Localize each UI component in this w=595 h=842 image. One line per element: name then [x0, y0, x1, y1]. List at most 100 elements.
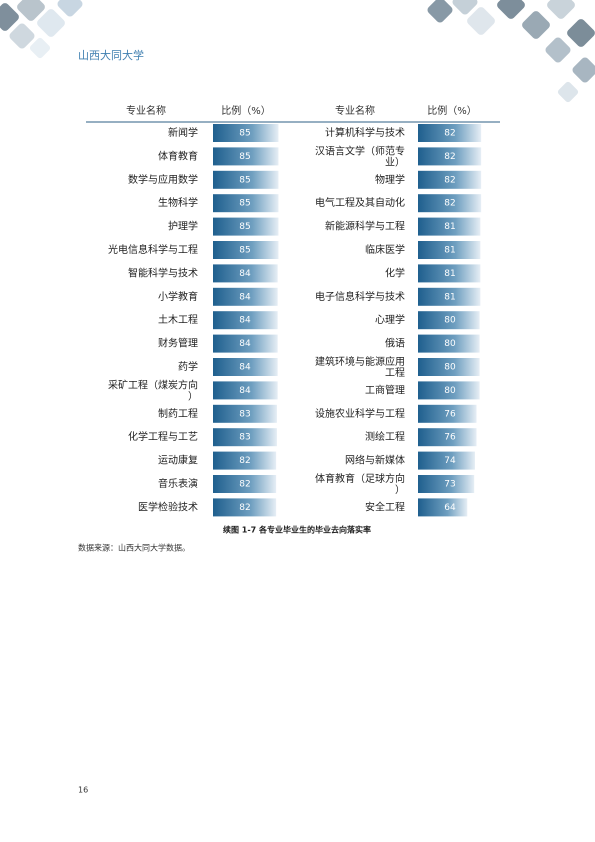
major-name: 光电信息科学与工程 [108, 243, 198, 256]
bar [213, 264, 278, 283]
major-name: 生物科学 [158, 196, 198, 209]
bar [213, 124, 279, 142]
page-number: 16 [78, 786, 88, 795]
bar-value: 84 [239, 292, 251, 302]
bar-value: 83 [239, 409, 250, 419]
bar-value: 85 [239, 152, 250, 162]
bar [213, 147, 279, 166]
bar [213, 451, 277, 470]
major-name: 护理学 [168, 220, 198, 233]
bar [418, 194, 482, 213]
major-name: 设施农业科学与工程 [315, 407, 405, 420]
bar [213, 428, 277, 447]
bar-value: 85 [239, 175, 250, 185]
major-name: 小学教育 [158, 290, 198, 303]
bar-value: 64 [444, 503, 456, 513]
bar [213, 170, 279, 189]
figure-caption: 续图 1-7 各专业毕业生的毕业去向落实率 [223, 525, 371, 535]
major-name: 物理学 [375, 173, 405, 186]
major-name: 测绘工程 [365, 430, 405, 443]
column-header: 专业名称 [335, 104, 375, 117]
column-header: 比例（%） [221, 104, 271, 117]
bar-value: 85 [239, 246, 250, 256]
major-name: 临床医学 [365, 243, 405, 256]
major-name: 工商管理 [365, 383, 405, 396]
bar [213, 287, 278, 306]
bar-value: 81 [444, 269, 455, 279]
bar [418, 264, 481, 283]
source-note: 数据来源：山西大同大学数据。 [78, 543, 190, 553]
bar [213, 404, 277, 423]
bar-value: 84 [239, 386, 251, 396]
bar-value: 81 [444, 222, 455, 232]
major-name: 计算机科学与技术 [325, 126, 405, 139]
major-name: 制药工程 [158, 407, 198, 420]
bar-value: 84 [239, 269, 251, 279]
bar [418, 381, 480, 400]
column-header: 比例（%） [427, 104, 477, 117]
major-name: 汉语言文学（师范专业） [315, 144, 405, 168]
bar [418, 358, 480, 376]
bar-value: 81 [444, 292, 455, 302]
bar-value: 82 [444, 129, 455, 139]
major-name: 医学检验技术 [138, 500, 198, 513]
major-name: 智能科学与技术 [128, 266, 198, 279]
bar [213, 498, 277, 517]
major-name: 运动康复 [158, 454, 198, 467]
bar-value: 83 [239, 433, 250, 443]
bar-value: 80 [444, 316, 456, 326]
major-name: 网络与新媒体 [345, 454, 405, 467]
bar [418, 475, 475, 493]
major-name: 电气工程及其自动化 [315, 196, 405, 209]
bar [213, 217, 279, 236]
bar [418, 241, 481, 259]
major-name: 土木工程 [158, 313, 198, 326]
bar-value: 82 [239, 503, 250, 513]
bar-value: 82 [444, 175, 455, 185]
bar [418, 217, 481, 236]
decoration [0, 0, 595, 103]
major-name: 体育教育 [158, 149, 198, 162]
major-name: 数学与应用数学 [128, 173, 198, 186]
bar-value: 76 [444, 433, 456, 443]
major-name: 建筑环境与能源应用工程 [315, 355, 405, 379]
major-name: 心理学 [375, 313, 405, 326]
major-name: 化学 [385, 266, 405, 279]
column-header: 专业名称 [126, 104, 166, 117]
bar [213, 334, 278, 353]
bar [213, 194, 279, 213]
bar-value: 82 [239, 456, 250, 466]
bar-value: 73 [444, 480, 455, 490]
bar [418, 287, 481, 306]
bar-value: 85 [239, 129, 250, 139]
bar-value: 76 [444, 409, 456, 419]
bar [213, 358, 278, 376]
major-name: 音乐表演 [158, 477, 198, 490]
bar [418, 451, 475, 470]
bar [213, 241, 279, 259]
major-name: 新闻学 [168, 126, 198, 139]
bar [418, 124, 482, 142]
bar-value: 82 [444, 199, 455, 209]
major-name: 化学工程与工艺 [128, 430, 198, 443]
bar-value: 84 [239, 363, 251, 373]
bar [213, 311, 278, 330]
bar-value: 74 [444, 456, 456, 466]
major-name: 体育教育（足球方向） [315, 472, 405, 496]
bar [418, 170, 482, 189]
bar [418, 498, 468, 517]
bar-value: 85 [239, 199, 250, 209]
bar-value: 82 [444, 152, 455, 162]
bar-value: 85 [239, 222, 250, 232]
bar [418, 428, 477, 447]
major-name: 采矿工程（煤炭方向） [108, 378, 198, 402]
bar-value: 81 [444, 246, 455, 256]
major-name: 俄语 [385, 338, 405, 350]
major-name: 药学 [178, 360, 198, 373]
bar-value: 80 [444, 363, 456, 373]
bar-value: 80 [444, 386, 456, 396]
bar-value: 84 [239, 339, 251, 349]
header-title: 山西大同大学 [78, 48, 144, 62]
